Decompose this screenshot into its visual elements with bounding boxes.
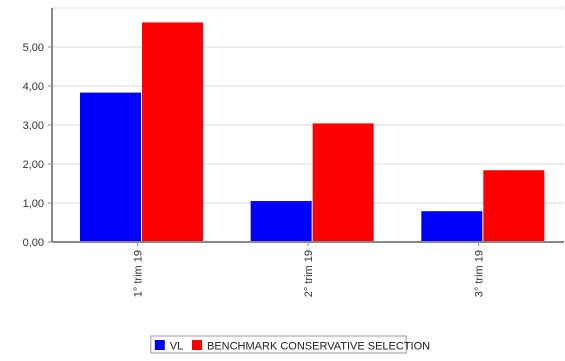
x-axis-ticks: 1° trim 19 2° trim 19 3° trim 19 — [132, 250, 485, 297]
y-tick-label: 1,00 — [23, 198, 44, 210]
bars-group — [80, 22, 545, 243]
legend-swatch-vl — [154, 340, 165, 350]
x-tick-label: 3° trim 19 — [474, 250, 486, 297]
y-axis-ticks: 0,00 1,00 2,00 3,00 4,00 5,00 — [23, 42, 44, 249]
x-tick-label: 1° trim 19 — [132, 250, 144, 297]
legend-box — [150, 335, 407, 354]
x-tick-label: 2° trim 19 — [303, 250, 315, 297]
y-tick-label: 0,00 — [23, 237, 44, 249]
y-tick-label: 3,00 — [23, 120, 44, 132]
legend-label-vl: VL — [170, 341, 183, 353]
bar-vl-2 — [250, 201, 312, 242]
y-tick-label: 4,00 — [23, 81, 44, 93]
bar-benchmark-3 — [483, 170, 545, 242]
legend-label-benchmark: BENCHMARK CONSERVATIVE SELECTION — [207, 341, 430, 353]
legend: VL BENCHMARK CONSERVATIVE SELECTION — [150, 335, 430, 354]
axes — [48, 8, 564, 246]
legend-swatch-benchmark — [192, 340, 202, 350]
bar-benchmark-2 — [312, 123, 374, 242]
bar-vl-1 — [80, 92, 141, 242]
bar-benchmark-1 — [142, 22, 203, 243]
y-tick-label: 5,00 — [23, 42, 44, 54]
bar-vl-3 — [421, 211, 483, 242]
y-tick-label: 2,00 — [23, 159, 44, 171]
